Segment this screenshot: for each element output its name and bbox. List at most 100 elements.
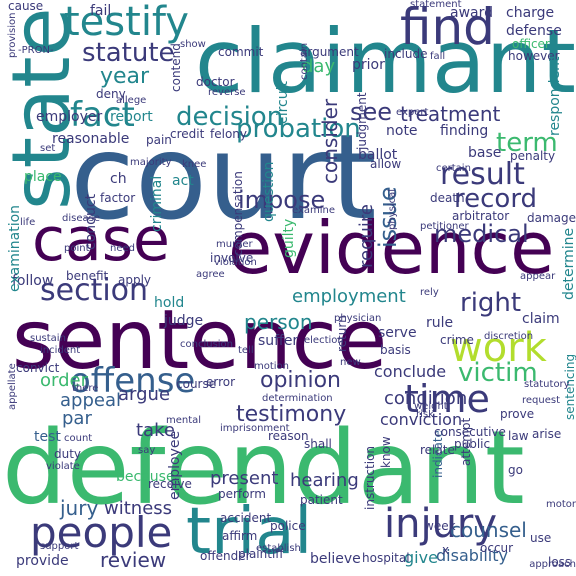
word-statement: statement <box>410 0 462 10</box>
word-there: there <box>72 383 99 394</box>
word-contain: contain <box>299 42 310 80</box>
word-new: new <box>340 357 361 368</box>
word-plaintiff: plaintiff <box>238 547 284 561</box>
word-discretion: discretion <box>484 331 534 342</box>
word-expert: expert <box>396 107 429 118</box>
word-case: case <box>32 205 170 275</box>
word-pron: -PRON- <box>18 45 54 56</box>
word-hearing: hearing <box>290 470 359 491</box>
word-fact: fact <box>70 95 135 135</box>
word-affirm: affirm <box>222 529 258 543</box>
word-provision: provision <box>7 12 18 59</box>
word-conclusion: conclusion <box>180 339 234 350</box>
word-employer: employer <box>36 109 103 125</box>
word-question: question <box>261 161 277 222</box>
word-felony: felony <box>210 127 247 141</box>
word-award: award <box>450 5 494 21</box>
word-work: work <box>450 325 547 371</box>
word-request: request <box>522 395 561 406</box>
word-pain: pain <box>146 133 172 147</box>
word-cause: cause <box>8 0 44 13</box>
word-find: find <box>400 0 495 56</box>
word-jury: jury <box>60 496 99 520</box>
word-disease: disease <box>62 213 100 224</box>
word-finding: finding <box>440 123 489 139</box>
word-fall: fall <box>430 51 446 62</box>
word-people: people <box>30 508 173 557</box>
word-offender: offender <box>200 549 251 563</box>
word-contend: contend <box>169 43 183 92</box>
word-par: par <box>62 408 92 429</box>
word-mental: mental <box>166 415 202 426</box>
word-fail: fail <box>90 3 112 19</box>
word-section: section <box>40 273 149 308</box>
word-credit: credit <box>170 127 205 141</box>
word-commit: commit <box>218 45 264 59</box>
word-occur: occur <box>480 541 514 555</box>
word-life: life <box>20 217 36 228</box>
word-damage: damage <box>526 211 576 225</box>
word-reason: reason <box>268 429 309 443</box>
word-suffer: suffer <box>258 333 299 349</box>
word-appellate: appellate <box>7 363 18 410</box>
word-incident: incident <box>40 345 81 356</box>
word-judge: judge <box>164 313 204 329</box>
word-term: term <box>496 128 558 158</box>
word-agree: agree <box>196 269 225 280</box>
word-set: set <box>40 143 56 154</box>
word-injury: injury <box>384 501 498 547</box>
word-determination: determination <box>262 393 333 404</box>
word-violation: violation <box>214 257 257 268</box>
word-year: year <box>100 64 150 89</box>
word-appeal: appeal <box>60 390 121 411</box>
word-point: point <box>64 243 90 254</box>
word-order: order <box>40 370 88 391</box>
word-perform: perform <box>218 487 266 501</box>
word-officer: officer <box>512 37 550 51</box>
word-give: give <box>404 548 438 567</box>
word-result: result <box>440 157 525 192</box>
word-determine: determine <box>561 227 576 300</box>
word-examine: examine <box>292 205 336 216</box>
word-however: however <box>508 49 560 63</box>
word-relate: relate <box>420 443 455 457</box>
word-medical: medical <box>434 220 529 248</box>
word-involve: involve <box>210 251 254 265</box>
word-tell: tell <box>238 345 254 356</box>
word-course: course <box>176 377 217 391</box>
word-see: see <box>350 98 393 126</box>
word-base: base <box>468 145 502 161</box>
word-provide: provide <box>16 553 69 569</box>
word-place: place <box>24 169 62 185</box>
word-approach: approach <box>529 559 576 570</box>
word-require: require <box>356 204 377 268</box>
word-accident: accident <box>220 511 272 525</box>
word-person: person <box>244 310 313 334</box>
word-basis: basis <box>380 343 411 357</box>
word-majority: majority <box>130 157 172 168</box>
word-report: report <box>110 109 153 125</box>
word-sustain: sustain <box>30 333 66 344</box>
word-court: court <box>70 108 377 246</box>
word-treatment: treatment <box>400 102 501 126</box>
word-consider: consider <box>318 98 342 184</box>
word-ch: ch <box>110 171 127 187</box>
word-statutory: statutory <box>524 379 570 390</box>
word-opinion: opinion <box>260 368 341 393</box>
word-time: time <box>404 377 490 421</box>
word-sentence: sentence <box>12 293 388 388</box>
word-right: right <box>460 288 522 318</box>
word-knee: knee <box>182 159 207 170</box>
word-death: death <box>430 191 465 205</box>
word-disability: disability <box>436 546 508 565</box>
word-review: review <box>100 548 167 572</box>
word-doctor: doctor <box>196 75 235 89</box>
word-crime: crime <box>440 333 474 347</box>
word-hospital: hospital <box>362 551 410 565</box>
word-physician: physician <box>334 313 382 324</box>
word-benefit: benefit <box>66 269 109 283</box>
word-statute: statute <box>82 38 175 68</box>
word-murder: murder <box>216 239 253 250</box>
word-receive: receive <box>148 477 192 491</box>
